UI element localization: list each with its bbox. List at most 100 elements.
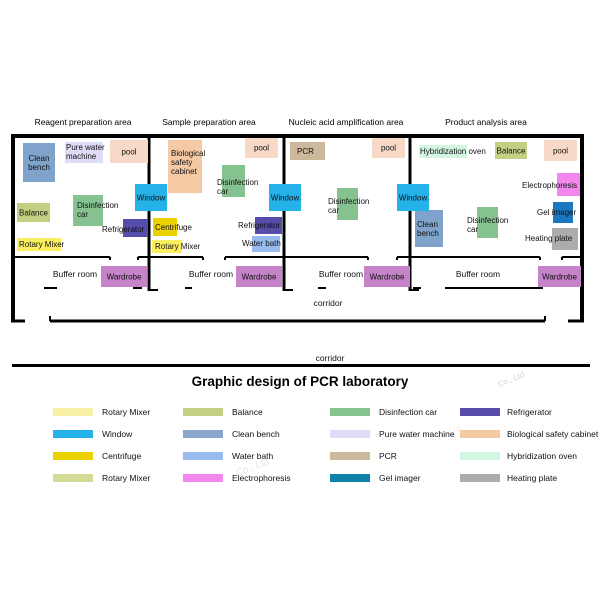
plan-item-water-bath xyxy=(252,236,280,252)
plan-item-bio-safety-cabinet-label: Biological safety cabinet xyxy=(171,149,206,177)
plan-item-wardrobe-4-label: Wardrobe xyxy=(542,271,577,281)
plan-item-bio-safety-cabinet xyxy=(168,140,202,193)
plan-item-wardrobe-2 xyxy=(236,266,282,287)
plan-item-balance-4 xyxy=(495,142,527,159)
plan-item-heating-plate-label: Heating plate xyxy=(525,234,573,243)
corridor-label-outer: corridor xyxy=(315,353,345,363)
plan-item-pcr-label: PCR xyxy=(297,147,314,156)
legend-swatch-disinfection-car xyxy=(330,408,370,416)
legend-label-rotary-mixer: Rotary Mixer xyxy=(102,407,151,417)
legend-swatch-window xyxy=(53,430,93,438)
plan-item-gel-imager-label: Gel imager xyxy=(537,208,577,217)
plan-item-pool-3-label: pool xyxy=(380,143,397,153)
plan-item-refrigerator-2-label: Refrigerator xyxy=(238,221,281,230)
plan-item-refrigerator-1 xyxy=(123,219,148,237)
area-title-4: Product analysis area xyxy=(445,117,527,127)
plan-item-refrigerator-1-label: Refrigerator xyxy=(102,225,145,234)
legend-label-pure-water-machine: Pure water machine xyxy=(379,429,455,439)
legend-swatch-centrifuge xyxy=(53,452,93,460)
legend-swatch-water-bath xyxy=(183,452,223,460)
buffer-room-label-3: Buffer room xyxy=(318,269,364,279)
plan-item-pcr xyxy=(290,142,325,160)
plan-item-window-3-label: Window xyxy=(398,192,428,202)
legend-label-heating-plate: Heating plate xyxy=(507,473,558,483)
plan-item-window-3 xyxy=(397,184,429,211)
plan-item-balance-1-label: Balance xyxy=(19,207,48,217)
legend-label-gel-imager: Gel imager xyxy=(379,473,421,483)
plan-item-rotary-mixer-2-label: Rotary Mixer xyxy=(155,242,201,251)
legend-swatch-electrophoresis xyxy=(183,474,223,482)
legend-swatch-gel-imager xyxy=(330,474,370,482)
legend-swatch-heating-plate xyxy=(460,474,500,482)
area-title-1: Reagent preparation area xyxy=(34,117,132,127)
legend-label-clean-bench: Clean bench xyxy=(232,429,280,439)
diagram-title: Graphic design of PCR laboratory xyxy=(191,374,409,389)
legend-label-centrifuge: Centrifuge xyxy=(102,451,142,461)
plan-item-wardrobe-4 xyxy=(538,266,581,287)
legend-label-water-bath: Water bath xyxy=(232,451,274,461)
plan-item-pure-water-machine-label: Pure water machine xyxy=(66,143,105,162)
plan-item-hybridization-oven-label: Hybridization oven xyxy=(420,147,486,156)
plan-item-disinfection-car-2-label: Disinfection car xyxy=(217,178,259,197)
plan-item-pool-4 xyxy=(544,140,577,161)
legend-label-disinfection-car: Disinfection car xyxy=(379,407,438,417)
plan-item-pool-1 xyxy=(110,140,148,163)
buffer-room-label-4: Buffer room xyxy=(455,269,501,279)
legend-label-hybridization-oven: Hybridization oven xyxy=(507,451,577,461)
plan-item-wardrobe-3 xyxy=(364,266,410,287)
plan-item-rotary-mixer-1-label: Rotary Mixer xyxy=(19,240,65,249)
plan-item-gel-imager xyxy=(553,202,573,223)
buffer-room-label-1: Buffer room xyxy=(52,269,98,279)
legend-label-biological-safety-cabinet: Biological safety cabinet xyxy=(507,429,599,439)
plan-item-electrophoresis-label: Electrophoresis xyxy=(522,181,578,190)
legend-swatch-pure-water-machine xyxy=(330,430,370,438)
buffer-room-label-2: Buffer room xyxy=(188,269,234,279)
plan-item-disinfection-car-3-label: Disinfection car xyxy=(328,197,370,216)
legend-label-window: Window xyxy=(102,429,133,439)
plan-item-clean-bench-4 xyxy=(415,210,443,247)
plan-item-centrifuge xyxy=(153,218,177,236)
plan-item-window-2 xyxy=(269,184,301,211)
title-separator-line xyxy=(12,364,590,367)
legend-label-refrigerator: Refrigerator xyxy=(507,407,552,417)
plan-item-disinfection-car-4-label: Disinfection car xyxy=(467,216,509,235)
legend-swatch-refrigerator xyxy=(460,408,500,416)
legend-label-rotary-mixer: Rotary Mixer xyxy=(102,473,151,483)
plan-item-window-1-label: Window xyxy=(136,192,166,202)
plan-item-heating-plate xyxy=(552,228,578,250)
plan-item-rotary-mixer-2 xyxy=(152,240,182,253)
plan-item-water-bath-label: Water bath xyxy=(242,239,281,248)
plan-item-wardrobe-1 xyxy=(101,266,147,287)
plan-item-window-2-label: Window xyxy=(270,192,300,202)
plan-item-clean-bench-1 xyxy=(23,143,55,182)
plan-item-disinfection-car-4 xyxy=(477,207,498,238)
plan-item-centrifuge-label: Centrifuge xyxy=(155,223,192,232)
plan-item-rotary-mixer-1 xyxy=(17,238,61,251)
legend-label-pcr: PCR xyxy=(379,451,397,461)
plan-item-wardrobe-2-label: Wardrobe xyxy=(241,271,277,281)
plan-item-refrigerator-2 xyxy=(255,217,282,234)
plan-item-clean-bench-1-label: Clean bench xyxy=(28,153,50,172)
legend-swatch-clean-bench xyxy=(183,430,223,438)
plan-item-pool-4-label: pool xyxy=(552,145,569,155)
plan-item-pool-3 xyxy=(372,138,405,158)
plan-item-disinfection-car-1-label: Disinfection car xyxy=(77,201,119,220)
legend-swatch-biological-safety-cabinet xyxy=(460,430,500,438)
plan-item-pure-water-machine xyxy=(65,142,103,163)
legend-swatch-pcr xyxy=(330,452,370,460)
legend-swatch-hybridization-oven xyxy=(460,452,500,460)
area-title-2: Sample preparation area xyxy=(162,117,256,127)
plan-item-pool-2 xyxy=(245,138,278,158)
plan-item-wardrobe-1-label: Wardrobe xyxy=(106,271,142,281)
plan-item-balance-4-label: Balance xyxy=(496,145,526,155)
plan-item-disinfection-car-1 xyxy=(73,195,103,226)
legend-swatch-rotary-mixer xyxy=(53,408,93,416)
plan-item-electrophoresis xyxy=(557,173,580,196)
plan-item-wardrobe-3-label: Wardrobe xyxy=(369,271,405,281)
plan-item-disinfection-car-3 xyxy=(337,188,358,220)
plan-item-clean-bench-4-label: Clean bench xyxy=(417,220,439,239)
plan-item-disinfection-car-2 xyxy=(222,165,245,197)
area-title-3: Nucleic acid amplification area xyxy=(288,117,404,127)
